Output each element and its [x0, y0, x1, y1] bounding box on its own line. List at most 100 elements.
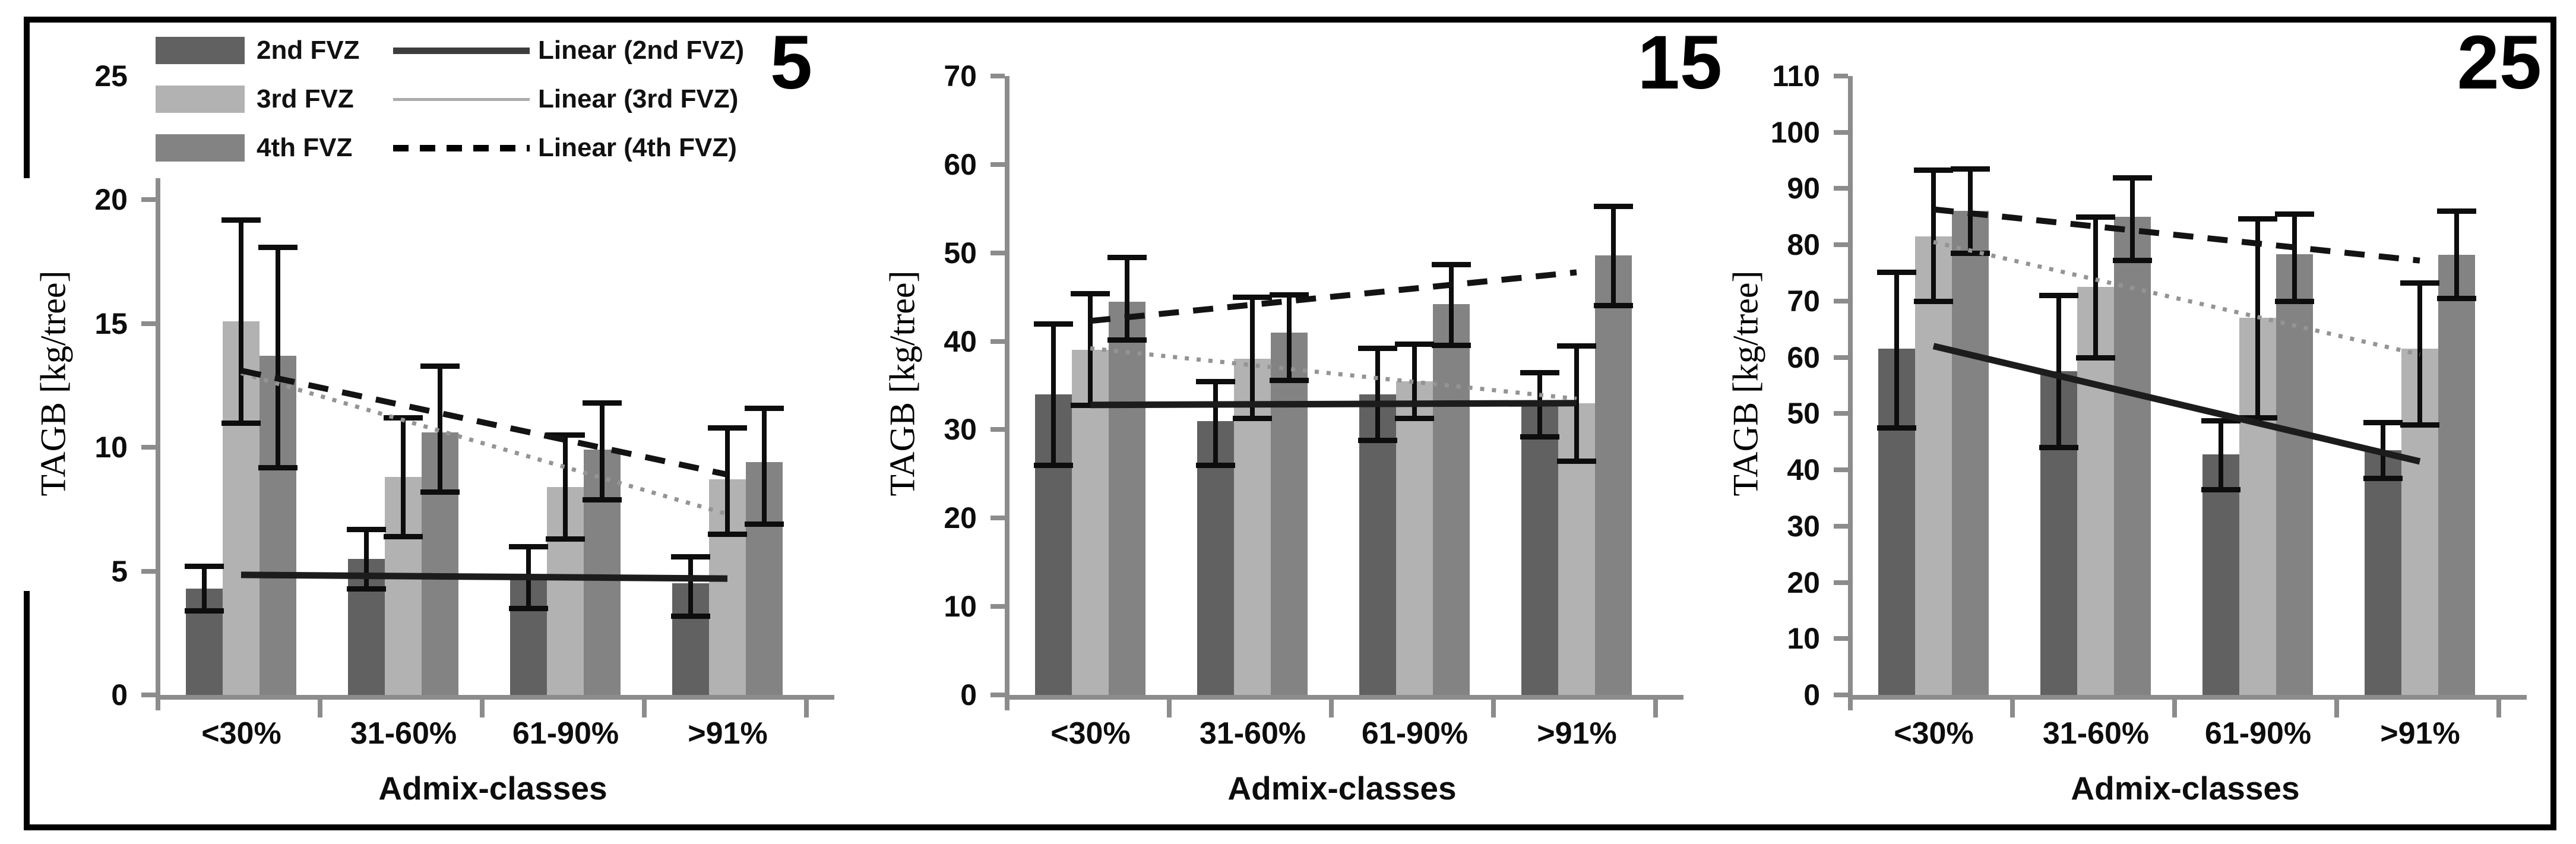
trend-lines [1090, 269, 1577, 409]
error-bar-cap-bottom [1914, 298, 1953, 304]
error-bar [2056, 295, 2061, 448]
x-tick-mark [642, 700, 647, 717]
x-tick-label: 61-90% [512, 716, 619, 751]
error-bar [725, 427, 730, 535]
error-bar [2292, 214, 2297, 301]
x-tick-label: >91% [2380, 716, 2460, 751]
error-bar-cap-top [2400, 280, 2439, 286]
y-tick-label: 40 [1787, 453, 1820, 487]
error-bar-cap-top [1107, 255, 1147, 261]
error-bar [438, 365, 442, 492]
error-bar-cap-bottom [258, 464, 298, 470]
error-bar [1611, 206, 1616, 305]
x-axis [1005, 695, 1683, 700]
error-bar-cap-bottom [1594, 302, 1633, 308]
y-tick-mark [141, 568, 156, 574]
legend-line-sample-3rd-fvz-icon [393, 97, 530, 101]
y-tick-label: 110 [1772, 59, 1820, 93]
error-bar [563, 435, 568, 539]
error-bar-cap-bottom [1270, 378, 1309, 384]
error-bar-cap-top [2275, 211, 2314, 217]
error-bar-cap-bottom [745, 521, 784, 527]
error-bar-cap-top [583, 400, 622, 406]
y-tick-mark [990, 516, 1005, 521]
trendline-linear-3rd-fvz- [1090, 346, 1577, 401]
error-bar-cap-top [1557, 343, 1596, 349]
bar-2nd-fvz->91% [2365, 450, 2401, 695]
error-bar-cap-top [2113, 175, 2152, 181]
trend-lines [1932, 206, 2421, 465]
x-tick-mark [480, 700, 485, 717]
y-tick-label: 100 [1770, 115, 1820, 149]
y-tick-label: 90 [1787, 172, 1820, 206]
error-bar-cap-bottom [2400, 422, 2439, 428]
error-bar-cap-top [2039, 293, 2078, 299]
bar-4th-fvz-61-90% [1433, 304, 1470, 695]
y-tick-mark [1834, 693, 1848, 697]
y-axis-title: TAGB [kg/tree] [1726, 270, 1765, 497]
error-bar-cap-bottom [1107, 337, 1147, 343]
error-bar-cap-top [1594, 203, 1633, 209]
error-bar-cap-top [2238, 216, 2277, 222]
y-tick-mark [1834, 580, 1848, 585]
error-bar-cap-top [1196, 378, 1235, 384]
error-bar [276, 246, 280, 467]
bar-3rd-fvz-61-90% [1396, 381, 1433, 695]
bar-4th-fvz-<30% [1952, 211, 1989, 695]
bar-4th-fvz-31-60% [1271, 332, 1308, 695]
x-tick-mark [2010, 700, 2015, 717]
error-bar-cap-top [185, 564, 224, 570]
error-bar-cap-top [1914, 167, 1953, 173]
legend-row-4th-fvz: 4th FVZ Linear (4th FVZ) [156, 128, 744, 167]
trendline-linear-4th-fvz- [1933, 206, 2420, 264]
error-bar-cap-bottom [2076, 355, 2115, 361]
legend: 2nd FVZ Linear (2nd FVZ) 3rd FVZ Linear … [156, 27, 751, 173]
error-bar [2219, 420, 2223, 490]
error-bar [2130, 177, 2135, 260]
x-tick-label: 61-90% [2204, 716, 2312, 751]
x-tick-label: <30% [1050, 716, 1131, 751]
y-tick-label: 0 [960, 678, 977, 712]
bar-3rd-fvz-<30% [1915, 236, 1952, 695]
error-bar-cap-bottom [1951, 251, 1990, 257]
y-tick-label: 30 [944, 413, 977, 447]
error-bar-cap-top [546, 432, 585, 438]
error-bar-cap-bottom [2113, 257, 2152, 263]
legend-swatch-2nd-fvz-icon [156, 37, 245, 64]
error-bar [600, 403, 605, 500]
error-bar-cap-top [420, 363, 460, 369]
bar-2nd-fvz-61-90% [2202, 454, 2239, 695]
x-tick-label: 31-60% [2042, 716, 2150, 751]
figure-border-top [24, 17, 2556, 23]
y-tick-mark [141, 197, 156, 203]
legend-line-label-4th-fvz: Linear (4th FVZ) [538, 133, 737, 162]
x-tick-label: 61-90% [1361, 716, 1469, 751]
bar-4th-fvz->91% [1595, 255, 1632, 695]
figure-border-left-lower [24, 591, 30, 830]
error-bar-cap-bottom [420, 489, 460, 495]
error-bar-cap-top [347, 526, 386, 532]
error-bar-cap-bottom [1520, 434, 1559, 440]
error-bar-cap-top [1358, 346, 1397, 352]
error-bar [1375, 348, 1380, 441]
x-tick-mark [318, 700, 322, 717]
y-tick-mark [1834, 411, 1848, 416]
panel-label-25: 25 [2457, 20, 2542, 105]
y-tick-label: 70 [944, 59, 977, 93]
error-bar-cap-top [708, 425, 747, 431]
error-bar-cap-bottom [2238, 415, 2277, 421]
y-axis [1848, 76, 1853, 710]
legend-label-2nd-fvz: 2nd FVZ [257, 36, 360, 65]
y-tick-label: 0 [1803, 678, 1820, 712]
trendline-linear-2nd-fvz- [240, 571, 728, 582]
y-tick-mark [990, 74, 1005, 78]
figure-border-right [2550, 17, 2556, 830]
error-bar-cap-bottom [708, 532, 747, 538]
error-bar-cap-top [384, 415, 423, 421]
y-tick-mark [990, 250, 1005, 255]
y-tick-mark [990, 693, 1005, 697]
legend-line-sample-4th-fvz-icon [393, 144, 530, 151]
legend-swatch-3rd-fvz-icon [156, 86, 245, 113]
error-bar-cap-top [1432, 262, 1471, 268]
